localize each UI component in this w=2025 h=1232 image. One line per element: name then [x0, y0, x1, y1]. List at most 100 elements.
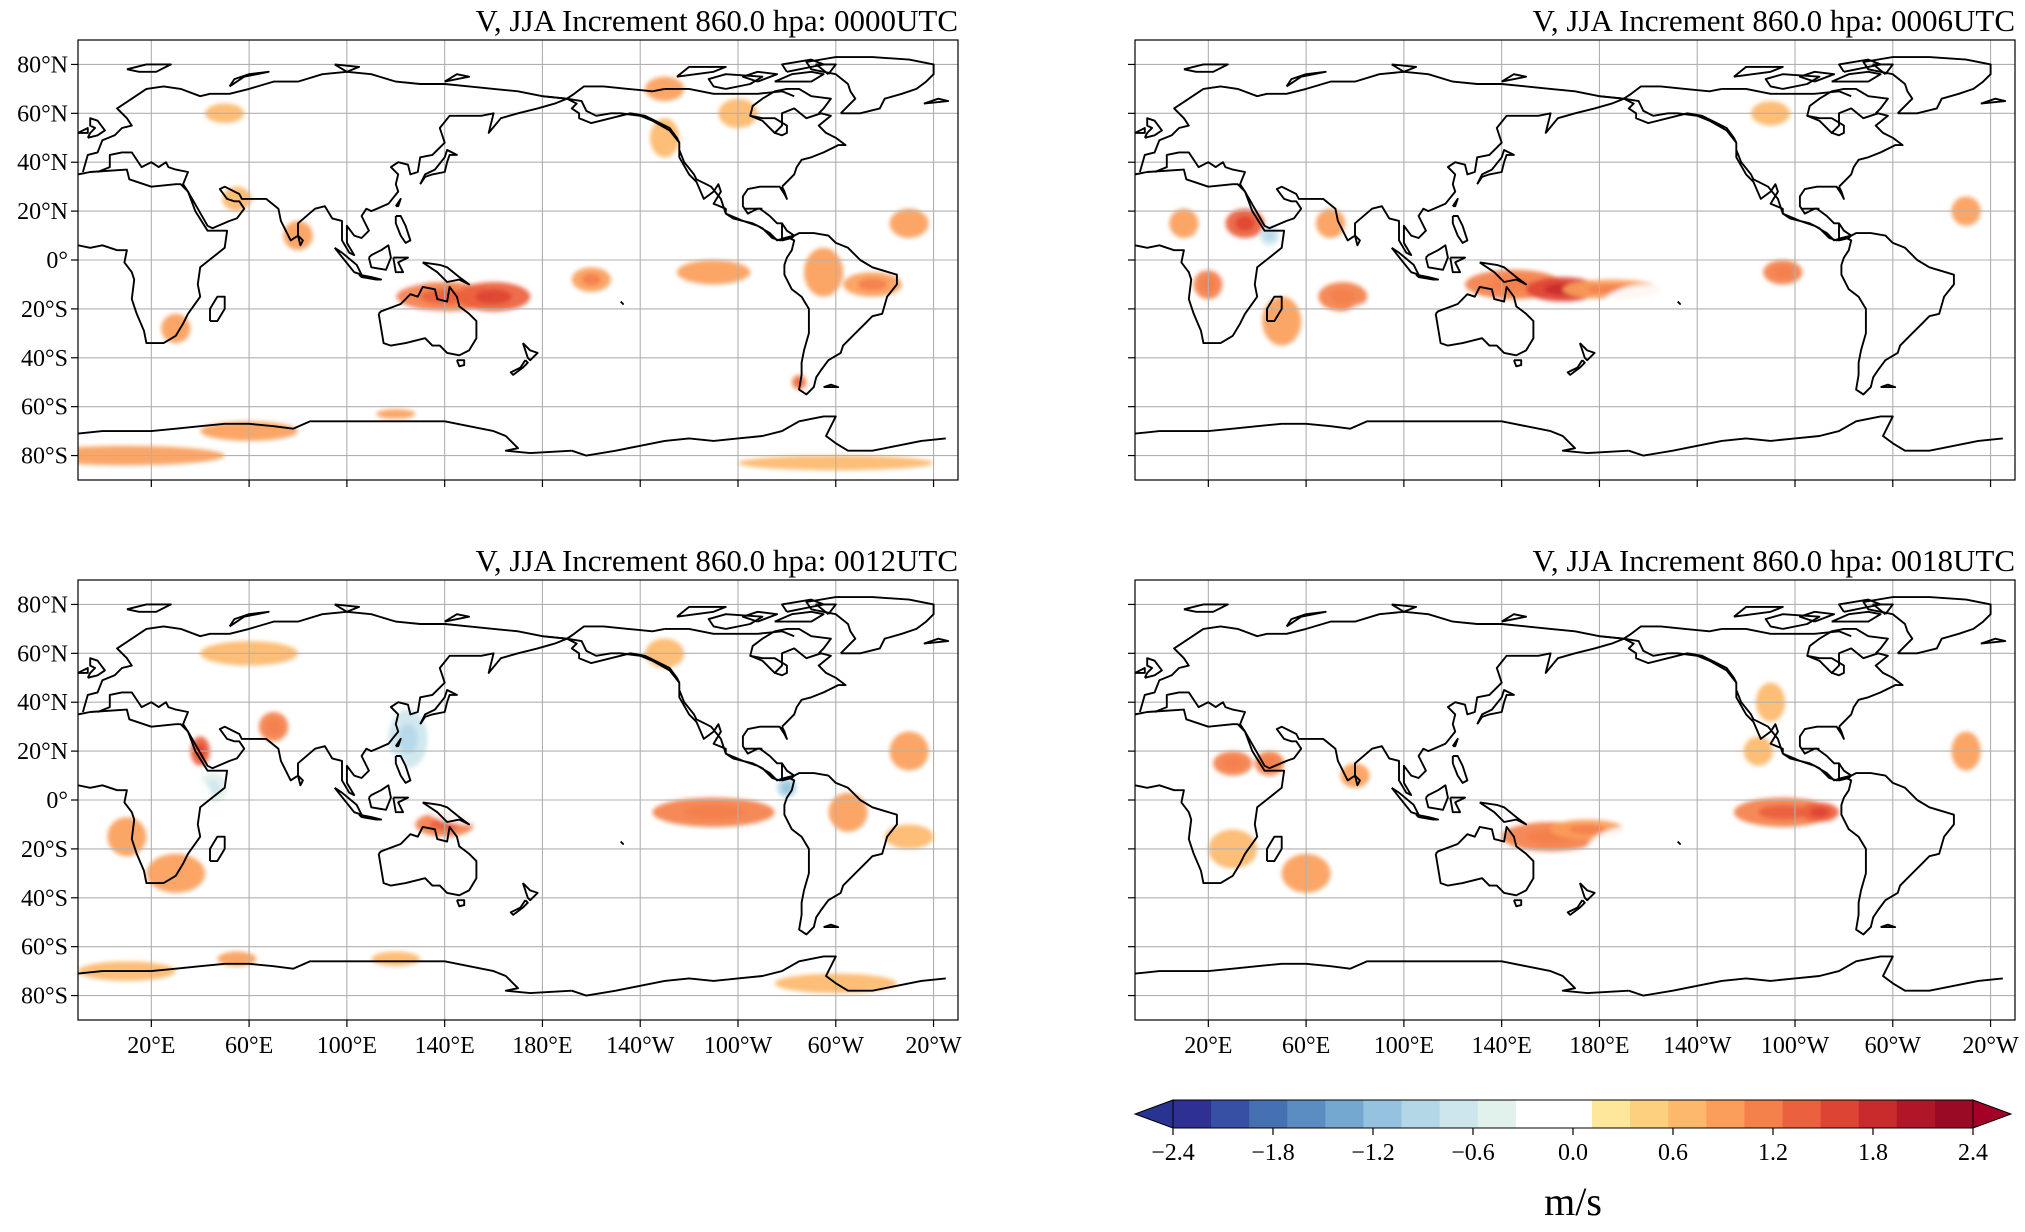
- coastline: [78, 960, 572, 995]
- colorbar-swatch: [1287, 1100, 1326, 1128]
- coastline: [1476, 149, 1515, 185]
- lat-tick-label: 80°S: [21, 984, 68, 1010]
- colorbar-swatch: [1249, 1100, 1288, 1128]
- lat-tick-label: 20°N: [17, 199, 68, 225]
- coastline: [1391, 603, 1418, 613]
- coastline: [444, 613, 471, 623]
- lon-tick-label: 180°E: [1569, 1033, 1629, 1059]
- coastline: [750, 114, 788, 137]
- coastline: [815, 63, 837, 75]
- coastline: [1872, 63, 1894, 75]
- coastline: [422, 261, 471, 286]
- coastline: [1599, 85, 1722, 100]
- coastline: [394, 755, 412, 784]
- coastline: [1806, 627, 1904, 728]
- coastline: [741, 610, 779, 623]
- lat-tick-label: 40°S: [21, 886, 68, 912]
- coastline: [1135, 960, 1629, 995]
- colorbar-swatch: [1934, 1100, 1974, 1128]
- coastline: [1764, 613, 1821, 630]
- increment-blob: [650, 118, 680, 158]
- increment-blob: [1169, 208, 1199, 238]
- increment-blob-core: [398, 724, 418, 754]
- colorbar-swatch: [1592, 1100, 1631, 1128]
- coastline: [334, 63, 361, 73]
- coastline: [209, 295, 226, 323]
- lon-tick-label: 60°E: [225, 1033, 273, 1059]
- colorbar-swatch: [1439, 1100, 1479, 1128]
- lat-tick-label: 60°N: [17, 641, 68, 667]
- coastline: [1183, 603, 1229, 613]
- coastline: [209, 835, 226, 863]
- coastline: [78, 667, 89, 674]
- coastline: [1135, 667, 1146, 674]
- coastline: [1434, 825, 1535, 897]
- increment-blob: [439, 326, 499, 366]
- coastline: [1578, 342, 1596, 362]
- increment-blob-core: [782, 782, 792, 793]
- coastline: [620, 300, 625, 305]
- lon-tick-label: 60°E: [1282, 1033, 1330, 1059]
- lon-tick-label: 100°W: [704, 1033, 773, 1059]
- coastline: [566, 97, 898, 396]
- coastline: [745, 207, 796, 242]
- coastline: [1451, 755, 1469, 784]
- gridlines: [1135, 40, 2015, 480]
- increment-field: [78, 76, 934, 471]
- lon-tick-label: 20°E: [1184, 1033, 1232, 1059]
- increment-blob-core: [1235, 216, 1255, 231]
- coastline: [1798, 70, 1836, 83]
- coastline: [1434, 285, 1535, 357]
- lon-tick-label: 180°E: [512, 1033, 572, 1059]
- coastline: [1802, 207, 1853, 242]
- coastline: [509, 359, 529, 376]
- coastline: [750, 654, 788, 677]
- coastline: [1838, 598, 1882, 613]
- coastline: [1798, 185, 1845, 215]
- colorbar-swatch: [1782, 1100, 1822, 1128]
- panel-map-area: [78, 40, 958, 480]
- coastline: [1862, 596, 1992, 655]
- coastline: [542, 85, 665, 100]
- increment-blob: [1315, 208, 1346, 238]
- coastline: [1266, 295, 1283, 323]
- lon-tick-label: 140°E: [415, 1033, 475, 1059]
- increment-blob: [889, 208, 929, 238]
- coastline: [1980, 637, 2007, 645]
- coastline: [297, 234, 304, 247]
- coastline: [923, 637, 950, 645]
- colorbar-swatch: [1896, 1100, 1936, 1128]
- coastline: [707, 73, 764, 90]
- colorbar-tick-label: 1.8: [1858, 1140, 1888, 1166]
- coastline: [707, 613, 764, 630]
- coastline: [81, 610, 568, 797]
- increment-blob: [804, 247, 844, 297]
- colorbar-swatch: [1553, 1100, 1593, 1128]
- coastline: [78, 708, 229, 885]
- coastline: [566, 637, 898, 936]
- map-panels: V, JJA Increment 860.0 hpa: 0000UTC 80°N 6…: [17, 3, 2019, 1059]
- lat-tick-label: 60°S: [21, 935, 68, 961]
- coastlines: [78, 596, 950, 996]
- coastline: [1599, 625, 1722, 640]
- coastline: [126, 603, 172, 613]
- coastline: [1802, 747, 1853, 782]
- lat-tick-label: 20°N: [17, 739, 68, 765]
- lat-tick-label: 60°S: [21, 395, 68, 421]
- coastline: [1501, 613, 1528, 623]
- coastline: [676, 65, 727, 78]
- coastline: [228, 70, 270, 88]
- coastline: [1513, 359, 1523, 368]
- coastline: [1135, 168, 1286, 345]
- increment-blob: [1440, 853, 1514, 893]
- coastline: [664, 627, 795, 638]
- increment-blob: [432, 697, 580, 757]
- coastline: [78, 127, 89, 134]
- coastline: [1838, 58, 1882, 73]
- panel-title: V, JJA Increment 860.0 hpa: 0018UTC: [1533, 543, 2015, 578]
- panel-title: V, JJA Increment 860.0 hpa: 0012UTC: [476, 543, 958, 578]
- colorbar-tick-label: −2.4: [1151, 1140, 1195, 1166]
- coastline: [1476, 689, 1515, 725]
- increment-blob: [161, 313, 191, 344]
- lat-tick-label: 0°: [46, 788, 68, 814]
